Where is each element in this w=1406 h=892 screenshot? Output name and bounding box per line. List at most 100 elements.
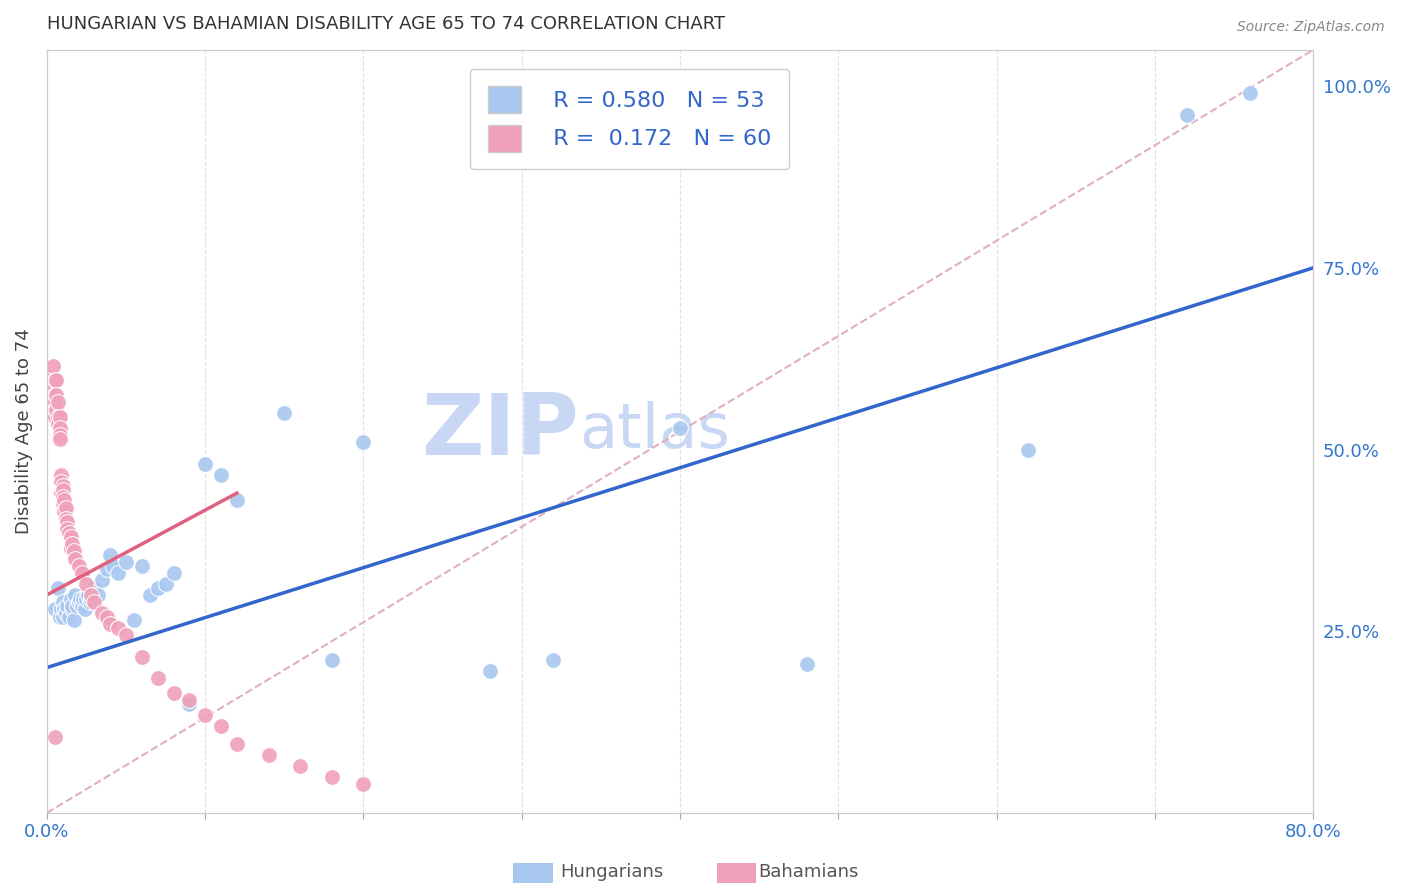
Point — [53, 504, 76, 518]
Point — [257, 747, 280, 762]
Point — [48, 428, 70, 442]
Point — [353, 435, 375, 450]
Point — [62, 544, 84, 558]
Point — [1239, 87, 1261, 101]
Point — [479, 664, 502, 678]
Point — [55, 511, 77, 525]
Point — [48, 609, 70, 624]
Point — [353, 777, 375, 791]
Point — [44, 399, 66, 413]
Point — [70, 566, 93, 580]
Point — [115, 628, 138, 642]
Point — [107, 621, 129, 635]
Point — [162, 686, 184, 700]
Point — [52, 479, 75, 493]
Point — [98, 548, 121, 562]
Point — [49, 486, 72, 500]
Point — [122, 613, 145, 627]
Point — [179, 697, 201, 711]
Point — [44, 409, 66, 424]
Legend:   R = 0.580   N = 53,   R =  0.172   N = 60: R = 0.580 N = 53, R = 0.172 N = 60 — [470, 69, 789, 169]
Point — [53, 602, 76, 616]
Point — [139, 588, 162, 602]
Point — [45, 374, 67, 388]
Point — [59, 591, 82, 606]
Point — [48, 421, 70, 435]
Point — [60, 537, 83, 551]
Point — [46, 581, 69, 595]
Point — [44, 388, 66, 402]
Point — [1017, 442, 1039, 457]
Point — [44, 395, 66, 409]
Point — [44, 602, 66, 616]
Point — [75, 591, 97, 606]
Point — [42, 377, 65, 392]
Point — [1175, 108, 1198, 122]
Text: Hungarians: Hungarians — [560, 863, 664, 881]
Point — [209, 467, 232, 482]
Point — [796, 657, 818, 671]
Point — [67, 558, 90, 573]
Point — [46, 395, 69, 409]
Point — [131, 558, 153, 573]
Point — [225, 737, 247, 751]
Point — [80, 591, 103, 606]
Point — [52, 609, 75, 624]
Point — [55, 606, 77, 620]
Point — [91, 574, 114, 588]
Point — [58, 526, 80, 541]
Point — [52, 483, 75, 497]
Point — [86, 588, 108, 602]
Text: HUNGARIAN VS BAHAMIAN DISABILITY AGE 65 TO 74 CORRELATION CHART: HUNGARIAN VS BAHAMIAN DISABILITY AGE 65 … — [46, 15, 725, 33]
Point — [83, 581, 105, 595]
Point — [225, 493, 247, 508]
Text: atlas: atlas — [579, 401, 730, 461]
Point — [115, 555, 138, 569]
Point — [146, 581, 169, 595]
Point — [669, 421, 692, 435]
Point — [103, 558, 125, 573]
Point — [52, 595, 75, 609]
Point — [179, 693, 201, 707]
Point — [45, 402, 67, 417]
Point — [72, 591, 94, 606]
Text: Source: ZipAtlas.com: Source: ZipAtlas.com — [1237, 20, 1385, 34]
Point — [80, 588, 103, 602]
Point — [321, 770, 343, 784]
Point — [52, 497, 75, 511]
Point — [45, 388, 67, 402]
Point — [58, 609, 80, 624]
Point — [48, 409, 70, 424]
Point — [70, 599, 93, 613]
Point — [91, 606, 114, 620]
Point — [77, 588, 100, 602]
Point — [46, 409, 69, 424]
Point — [162, 566, 184, 580]
Point — [53, 493, 76, 508]
Point — [83, 595, 105, 609]
Point — [194, 707, 217, 722]
Point — [49, 467, 72, 482]
Point — [98, 616, 121, 631]
Point — [42, 359, 65, 373]
Point — [55, 500, 77, 515]
Point — [288, 758, 311, 772]
Point — [56, 515, 79, 529]
Point — [66, 599, 89, 613]
Point — [155, 577, 177, 591]
Point — [59, 541, 82, 555]
Point — [321, 653, 343, 667]
Point — [48, 432, 70, 446]
Point — [67, 595, 90, 609]
Point — [75, 577, 97, 591]
Point — [62, 613, 84, 627]
Point — [65, 551, 87, 566]
Point — [131, 649, 153, 664]
Text: ZIP: ZIP — [420, 390, 579, 473]
Point — [69, 591, 91, 606]
Point — [194, 457, 217, 471]
Point — [49, 475, 72, 490]
Point — [73, 602, 96, 616]
Point — [60, 599, 83, 613]
Point — [46, 417, 69, 431]
